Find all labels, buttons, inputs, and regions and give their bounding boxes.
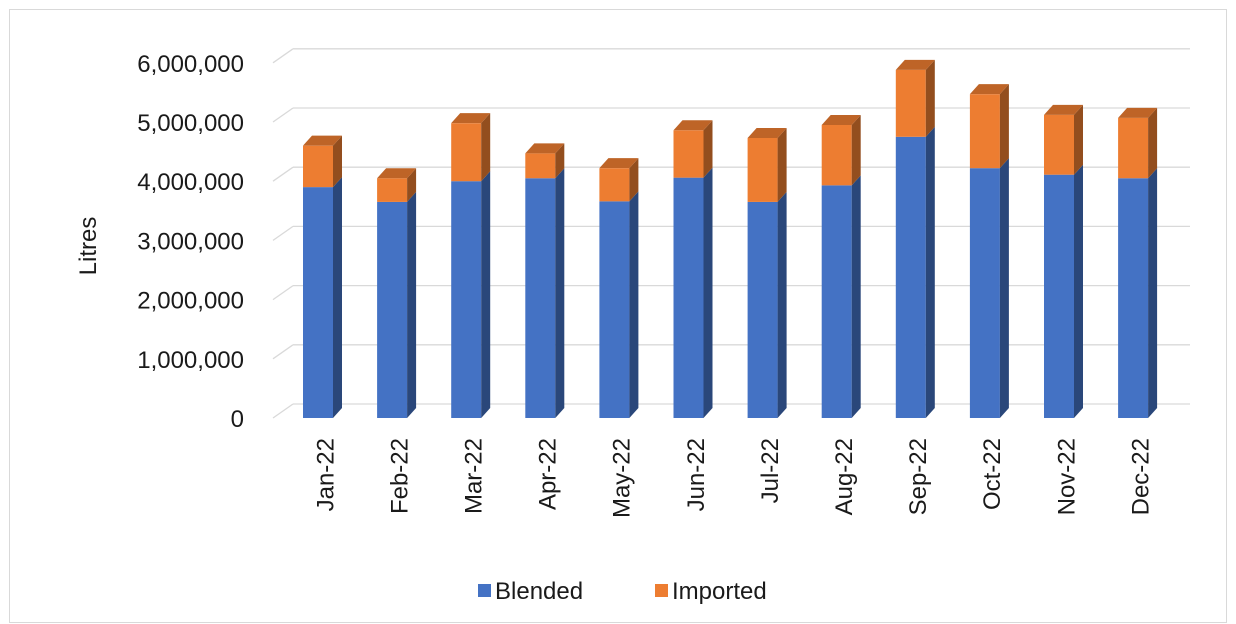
gridlines — [272, 48, 1190, 419]
bar-blended-nov-22 — [1044, 164, 1083, 418]
bar-blended-sep-22 — [895, 126, 935, 419]
bar-imported-jan-22 — [303, 135, 342, 188]
bar-imported-mar-22 — [451, 113, 491, 182]
bar-imported-sep-22 — [895, 59, 935, 137]
y-tick-label: 0 — [231, 406, 244, 433]
x-tick-label: Nov-22 — [1053, 438, 1080, 515]
x-tick-label: Dec-22 — [1127, 438, 1154, 515]
y-tick-label: 5,000,000 — [137, 110, 244, 137]
y-axis-ticks: 0 1,000,000 2,000,000 3,000,000 4,000,000 5,0… — [137, 51, 244, 433]
y-tick-label: 6,000,000 — [137, 51, 244, 78]
x-tick-label: Aug-22 — [831, 438, 858, 515]
y-tick-label: 3,000,000 — [137, 228, 244, 255]
legend-label: Imported — [672, 578, 767, 605]
bar-imported-jun-22 — [673, 120, 713, 178]
bar-blended-jun-22 — [673, 167, 713, 418]
bars — [303, 59, 1158, 419]
bar-blended-jan-22 — [303, 177, 342, 418]
legend-swatch — [478, 584, 491, 597]
bar-blended-apr-22 — [525, 168, 565, 418]
x-tick-label: May-22 — [609, 438, 636, 518]
legend: Blended Imported — [478, 578, 767, 605]
x-tick-label: Jun-22 — [683, 438, 710, 511]
x-tick-label: Sep-22 — [905, 438, 932, 515]
x-tick-label: Feb-22 — [386, 438, 413, 514]
bar-imported-jul-22 — [747, 127, 787, 202]
gridline-3 — [272, 225, 1190, 241]
x-axis-ticks: Jan-22 Feb-22 Mar-22 Apr-22 May-22 Jun-22 Jul-… — [312, 438, 1154, 518]
y-axis-title: Litres — [75, 217, 102, 276]
legend-label: Blended — [495, 578, 583, 605]
gridline-6 — [272, 48, 1190, 64]
x-tick-label: Mar-22 — [461, 438, 488, 514]
x-tick-label: Jan-22 — [312, 438, 339, 511]
x-tick-label: Oct-22 — [979, 438, 1006, 510]
bar-imported-nov-22 — [1044, 104, 1083, 175]
bar-imported-may-22 — [599, 158, 639, 202]
gridline-4 — [272, 166, 1190, 182]
x-tick-label: Jul-22 — [757, 438, 784, 503]
bar-imported-feb-22 — [377, 168, 417, 202]
legend-item-blended: Blended — [478, 578, 583, 605]
bar-imported-aug-22 — [821, 114, 861, 186]
legend-item-imported: Imported — [655, 578, 767, 605]
gridline-2 — [272, 284, 1190, 301]
x-tick-label: Apr-22 — [535, 438, 562, 510]
y-tick-label: 2,000,000 — [137, 288, 244, 315]
bar-blended-dec-22 — [1118, 168, 1158, 418]
bar-imported-dec-22 — [1118, 107, 1158, 179]
bar-blended-oct-22 — [969, 158, 1009, 418]
bar-blended-aug-22 — [821, 175, 861, 418]
gridline-0 — [272, 403, 1190, 419]
gridline-5 — [272, 107, 1190, 123]
bar-blended-mar-22 — [451, 171, 491, 418]
y-tick-label: 1,000,000 — [137, 347, 244, 374]
bar-imported-apr-22 — [525, 143, 565, 179]
y-tick-label: 4,000,000 — [137, 169, 244, 196]
bar-blended-may-22 — [599, 191, 639, 418]
legend-swatch — [655, 584, 668, 597]
bar-imported-oct-22 — [969, 84, 1009, 169]
gridline-1 — [272, 344, 1190, 360]
bar-blended-jul-22 — [747, 191, 787, 418]
bar-blended-feb-22 — [377, 191, 417, 418]
